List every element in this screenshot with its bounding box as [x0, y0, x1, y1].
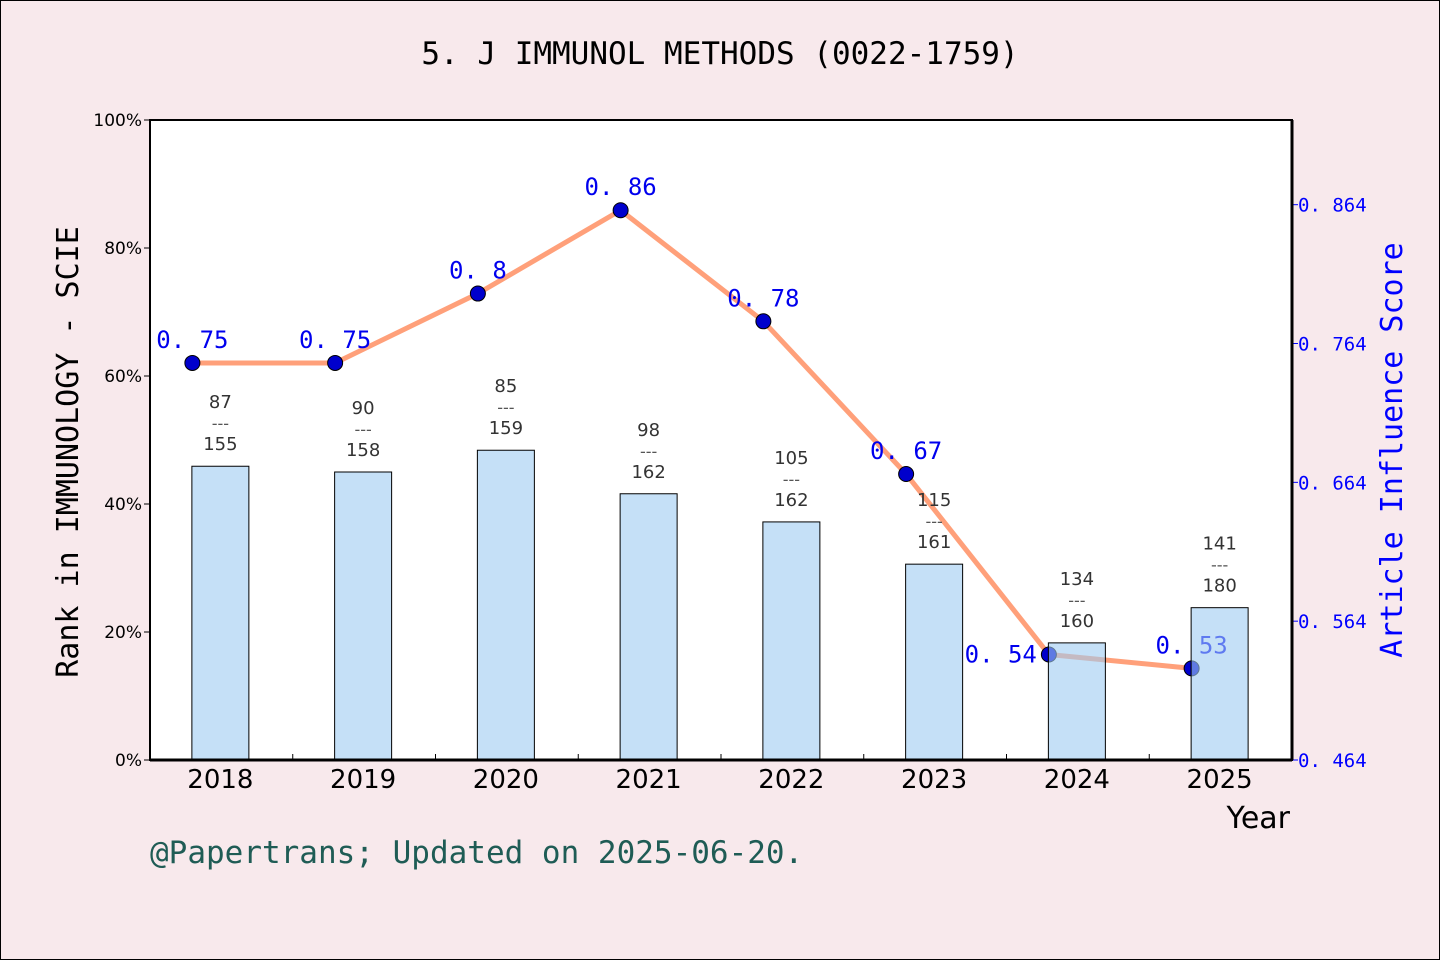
rank-bar: [1047, 642, 1106, 761]
rank-bar: [334, 471, 393, 761]
total-label: 160: [1060, 611, 1094, 632]
x-tick-label: 2021: [616, 765, 682, 795]
rank-bar: [191, 465, 250, 761]
rank-divider: ---: [1068, 591, 1085, 610]
total-label: 162: [631, 462, 665, 483]
x-axis-label: Year: [1225, 801, 1290, 836]
total-label: 159: [489, 418, 523, 439]
x-tick-label: 2023: [901, 765, 967, 795]
influence-marker: [327, 354, 344, 371]
y2-tick-label: 0. 664: [1298, 472, 1367, 494]
rank-divider: ---: [640, 442, 657, 461]
rank-bar: [619, 493, 678, 761]
x-tick-label: 2024: [1044, 765, 1110, 795]
influence-label: 0. 86: [585, 173, 657, 201]
y-tick-label: 40%: [104, 495, 142, 515]
influence-marker: [755, 313, 772, 330]
rank-label: 87: [209, 392, 232, 413]
x-tick-label: 2018: [187, 765, 253, 795]
y2-axis-label: Article Influence Score: [1375, 242, 1410, 657]
total-label: 162: [774, 490, 808, 511]
x-tick-label: 2020: [473, 765, 539, 795]
influence-marker: [898, 466, 915, 483]
rank-divider: ---: [212, 414, 229, 433]
rank-label: 115: [917, 490, 951, 511]
rank-divider: ---: [925, 512, 942, 531]
x-tick-label: 2022: [758, 765, 824, 795]
total-label: 161: [917, 532, 951, 553]
y2-tick-label: 0. 864: [1298, 195, 1367, 217]
influence-marker: [612, 202, 629, 219]
total-label: 158: [346, 440, 380, 461]
rank-label: 105: [774, 448, 808, 469]
total-label: 155: [203, 434, 237, 455]
x-tick-label: 2019: [330, 765, 396, 795]
rank-label: 85: [494, 376, 517, 397]
influence-marker: [184, 354, 201, 371]
influence-line: [192, 207, 1192, 671]
rank-label: 134: [1060, 569, 1094, 590]
footer-credit: @Papertrans; Updated on 2025-06-20.: [150, 835, 804, 871]
influence-label: 0. 67: [870, 437, 942, 465]
y2-tick-label: 0. 564: [1298, 611, 1367, 633]
y-tick-label: 100%: [93, 111, 142, 131]
y-tick-label: 0%: [115, 751, 142, 771]
y-axis-label: Rank in IMMUNOLOGY - SCIE: [51, 226, 86, 678]
rank-divider: ---: [354, 420, 371, 439]
influence-label: 0. 8: [449, 257, 507, 285]
rank-divider: ---: [783, 470, 800, 489]
influence-label: 0. 75: [156, 326, 228, 354]
y-tick-label: 80%: [104, 239, 142, 259]
rank-divider: ---: [497, 398, 514, 417]
y2-tick-label: 0. 764: [1298, 334, 1367, 356]
influence-marker: [469, 285, 486, 302]
influence-label: 0. 54: [965, 640, 1037, 668]
rank-bar: [905, 563, 964, 761]
x-tick-label: 2025: [1187, 765, 1253, 795]
rank-label: 141: [1202, 534, 1236, 555]
y-tick-label: 20%: [104, 623, 142, 643]
rank-bar: [476, 449, 535, 761]
rank-bar: [1190, 607, 1249, 761]
rank-bar: [762, 521, 821, 761]
plot-area: [150, 120, 1292, 760]
total-label: 180: [1202, 576, 1236, 597]
rank-label: 98: [637, 420, 660, 441]
rank-label: 90: [352, 398, 375, 419]
y2-tick-label: 0. 464: [1298, 750, 1367, 772]
influence-label: 0. 78: [727, 284, 799, 312]
chart-title: 5. J IMMUNOL METHODS (0022-1759): [421, 36, 1019, 72]
y-tick-label: 60%: [104, 367, 142, 387]
influence-label: 0. 75: [299, 326, 371, 354]
rank-divider: ---: [1211, 556, 1228, 575]
